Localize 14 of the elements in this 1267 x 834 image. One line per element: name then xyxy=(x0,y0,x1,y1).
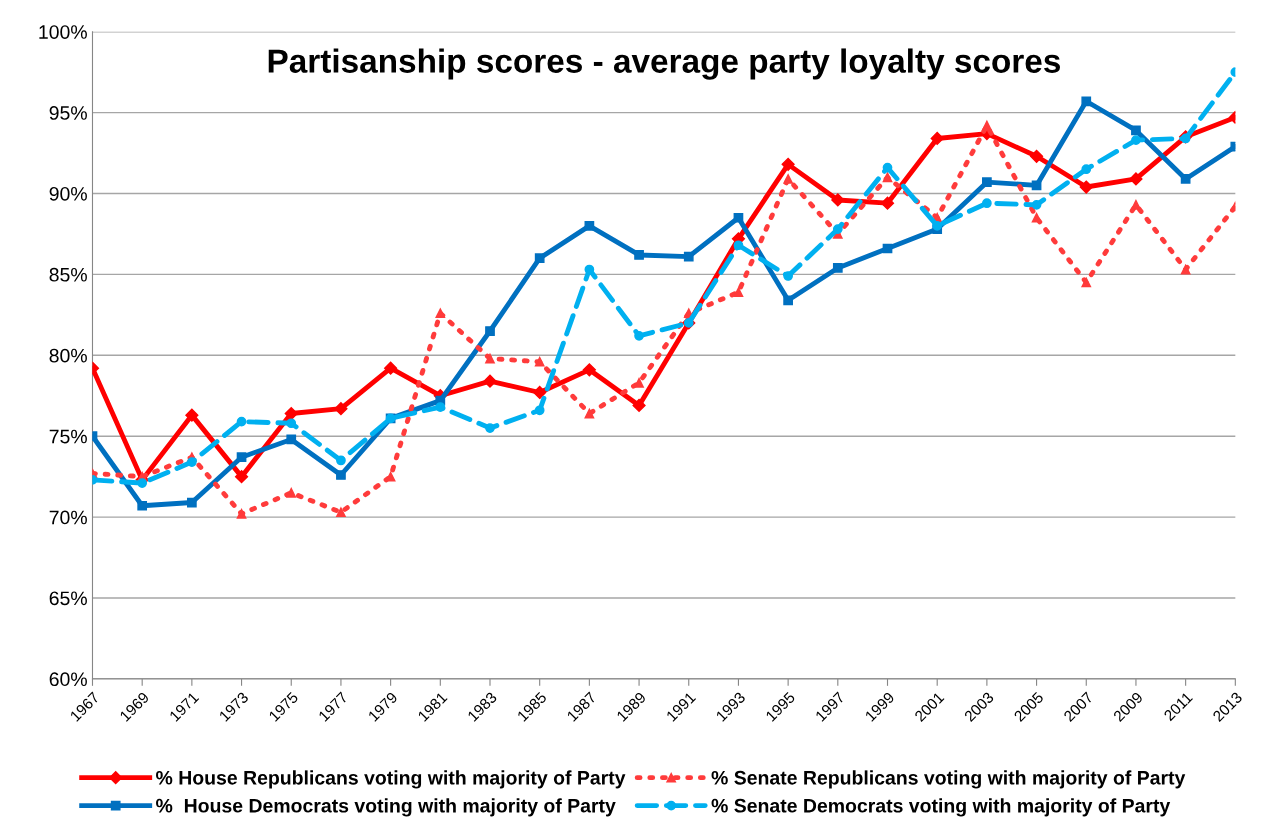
legend-label: % Senate Democrats voting with majority of Party xyxy=(711,798,1171,817)
y-tick-label: 80% xyxy=(49,348,87,363)
y-tick-label: 75% xyxy=(49,429,87,444)
y-tick-label: 70% xyxy=(49,510,87,525)
legend-label: % Senate Republicans voting with majority of Party xyxy=(711,770,1186,789)
y-tick-label: 90% xyxy=(49,186,87,201)
y-tick-label: 65% xyxy=(49,591,87,606)
chart-title: Partisanship scores - average party loyalty scores xyxy=(268,48,1060,80)
y-tick-label: 95% xyxy=(49,106,87,120)
y-tick-label: 85% xyxy=(49,267,87,282)
legend-label: % House Democrats voting with majority of Party xyxy=(156,798,616,817)
legend-label: % House Republicans voting with majority of Party xyxy=(156,770,626,789)
y-tick-label: 60% xyxy=(49,672,87,687)
y-tick-label: 100% xyxy=(39,25,87,39)
